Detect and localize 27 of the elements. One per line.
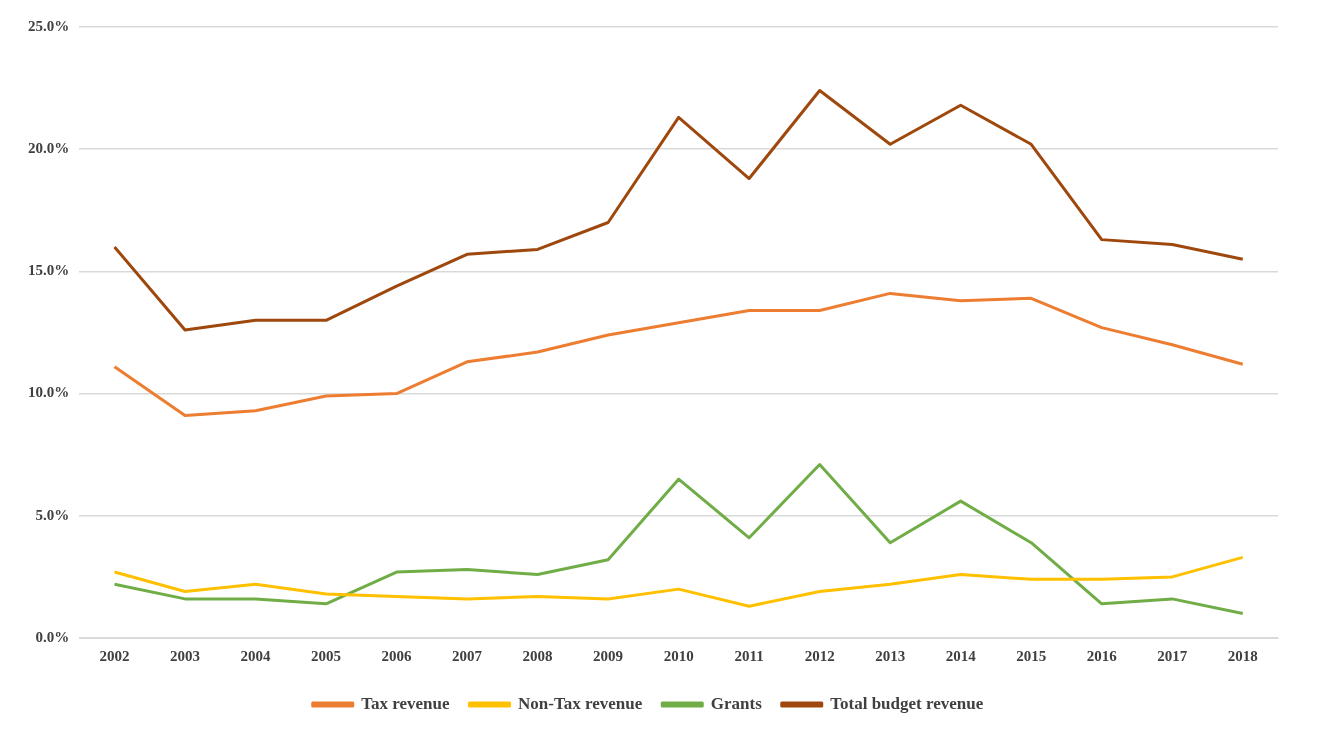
- legend-label: Total budget revenue: [830, 693, 984, 713]
- x-tick-label: 2013: [875, 647, 906, 664]
- x-tick-label: 2003: [170, 647, 201, 664]
- y-tick-label: 15.0%: [28, 262, 70, 279]
- legend-label: Grants: [710, 693, 763, 713]
- x-tick-label: 2011: [734, 647, 764, 664]
- y-tick-label: 25.0%: [28, 17, 70, 34]
- x-tick-label: 2014: [945, 647, 977, 664]
- legend-label: Non-Tax revenue: [518, 693, 643, 713]
- x-tick-label: 2017: [1157, 647, 1188, 664]
- x-tick-label: 2010: [663, 647, 694, 664]
- x-tick-label: 2007: [452, 647, 483, 664]
- y-tick-label: 5.0%: [35, 506, 70, 523]
- x-tick-label: 2012: [804, 647, 835, 664]
- y-tick-label: 10.0%: [28, 384, 70, 401]
- x-tick-label: 2016: [1086, 647, 1118, 664]
- y-tick-label: 0.0%: [35, 628, 70, 645]
- legend-label: Tax revenue: [361, 693, 450, 713]
- x-tick-label: 2015: [1016, 647, 1047, 664]
- x-tick-label: 2008: [522, 647, 553, 664]
- x-tick-label: 2004: [240, 647, 272, 664]
- x-tick-label: 2002: [99, 647, 130, 664]
- x-tick-label: 2018: [1227, 647, 1258, 664]
- x-tick-label: 2006: [381, 647, 413, 664]
- x-tick-label: 2005: [311, 647, 342, 664]
- y-tick-label: 20.0%: [28, 140, 70, 157]
- x-tick-label: 2009: [593, 647, 624, 664]
